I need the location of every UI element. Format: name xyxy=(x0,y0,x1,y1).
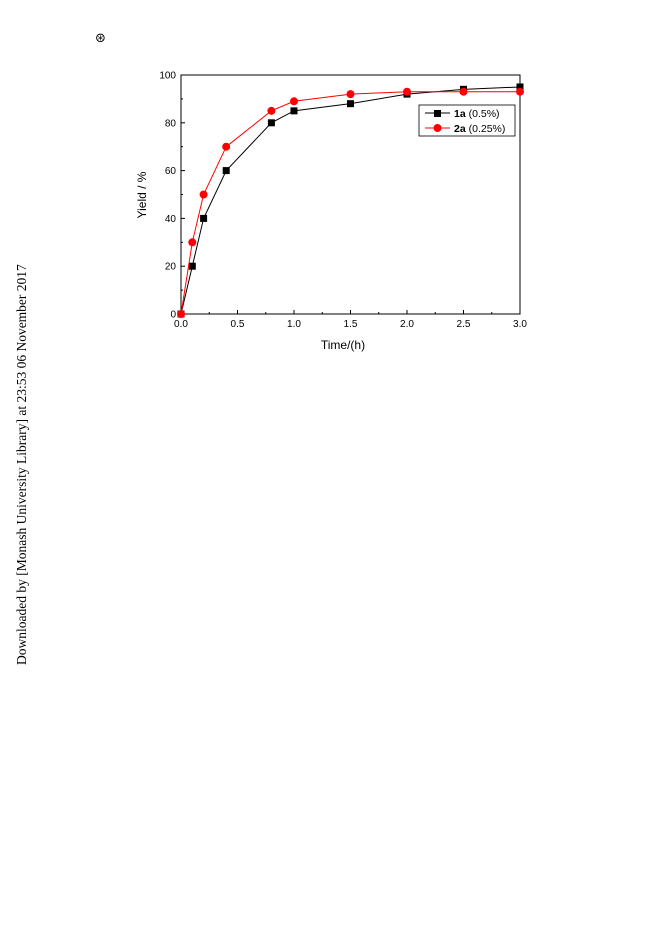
y-tick-label-2: 40 xyxy=(165,214,177,225)
legend-label-1a-rest: (0.5%) xyxy=(466,108,500,120)
x-tick-label-1: 0.5 xyxy=(231,319,245,330)
legend-marker-2a xyxy=(433,124,442,132)
x-tick-label-3: 1.5 xyxy=(344,319,358,330)
legend-label-2a-bold: 2a xyxy=(454,123,466,135)
point-0-6 xyxy=(347,100,354,108)
point-1-8 xyxy=(459,87,468,96)
y-tick-label-3: 60 xyxy=(165,166,177,177)
y-tick-label-5: 100 xyxy=(159,71,176,82)
x-axis-title: Time/(h) xyxy=(321,338,365,352)
x-axis-ticks: 0.0 0.5 1.0 1.5 2.0 2.5 3.0 xyxy=(174,310,527,330)
y-tick-2: 40 xyxy=(165,214,185,225)
point-0-1 xyxy=(188,262,196,270)
point-1-7 xyxy=(403,87,411,96)
x-tick-label-5: 2.5 xyxy=(457,319,471,330)
corner-symbol: ⊛ xyxy=(95,31,106,46)
x-tick-label-0: 0.0 xyxy=(174,319,188,330)
point-0-5 xyxy=(290,107,298,115)
point-1-1 xyxy=(188,238,197,247)
series-line-1 xyxy=(180,91,520,315)
legend-label-2a-rest: (0.25%) xyxy=(466,123,506,135)
x-tick-2: 1.0 xyxy=(287,310,301,330)
y-tick-label-0: 0 xyxy=(170,310,176,321)
legend-marker-1a xyxy=(434,110,441,117)
x-tick-1: 0.5 xyxy=(231,310,245,330)
y-tick-5: 100 xyxy=(159,71,185,82)
point-0-4 xyxy=(267,119,275,127)
y-tick-3: 60 xyxy=(165,166,185,177)
series-1 xyxy=(177,87,524,318)
point-1-2 xyxy=(199,190,208,199)
point-1-5 xyxy=(290,97,298,106)
point-0-2 xyxy=(200,214,208,222)
x-tick-6: 3.0 xyxy=(513,310,527,330)
legend: 1a (0.5%) 2a (0.25%) xyxy=(418,104,516,137)
point-1-6 xyxy=(346,90,355,99)
y-axis-title: Yield / % xyxy=(135,171,149,218)
point-1-9 xyxy=(516,87,524,96)
x-tick-label-4: 2.0 xyxy=(400,319,414,330)
y-tick-label-1: 20 xyxy=(165,262,177,273)
x-tick-label-6: 3.0 xyxy=(513,319,527,330)
x-tick-4: 2.0 xyxy=(400,310,414,330)
legend-label-2a: 2a (0.25%) xyxy=(454,123,505,135)
x-tick-3: 1.5 xyxy=(344,310,358,330)
point-1-3 xyxy=(222,142,231,151)
series-layer xyxy=(177,83,524,318)
y-tick-1: 20 xyxy=(165,262,185,273)
y-tick-4: 80 xyxy=(165,118,185,129)
y-axis-ticks: 0 20 40 60 80 100 xyxy=(159,71,185,321)
y-tick-label-4: 80 xyxy=(165,118,177,129)
point-1-0 xyxy=(177,310,185,318)
point-0-3 xyxy=(222,167,230,175)
x-tick-label-2: 1.0 xyxy=(287,319,301,330)
legend-label-1a: 1a (0.5%) xyxy=(454,108,500,120)
legend-label-1a-bold: 1a xyxy=(454,108,466,120)
x-tick-5: 2.5 xyxy=(457,310,471,330)
point-1-4 xyxy=(267,106,276,115)
point-0-9 xyxy=(516,83,524,91)
